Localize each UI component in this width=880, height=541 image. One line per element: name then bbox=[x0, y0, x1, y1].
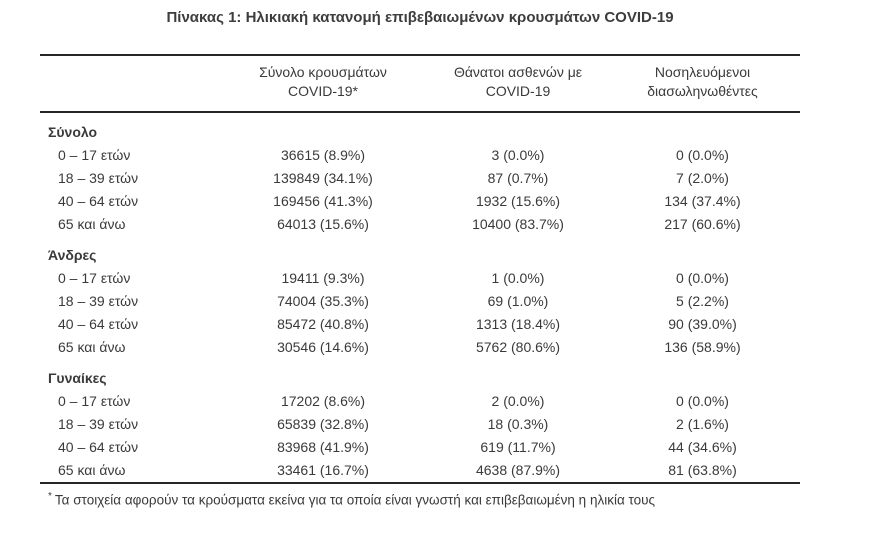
age-group-label: 65 και άνω bbox=[58, 339, 126, 355]
intubated-value: 0 (0.0%) bbox=[676, 393, 729, 409]
table-row: 18 – 39 ετών 65839 (32.8%) 18 (0.3%) 2 (1.6… bbox=[40, 413, 800, 436]
age-group-label: 40 – 64 ετών bbox=[58, 193, 139, 209]
table-footnote: * Τα στοιχεία αφορούν τα κρούσματα εκείνα… bbox=[48, 488, 880, 510]
cases-value: 36615 (8.9%) bbox=[280, 147, 366, 163]
age-group-label: 40 – 64 ετών bbox=[58, 439, 139, 455]
intubated-value: 90 (39.0%) bbox=[668, 316, 737, 332]
cases-value: 30546 (14.6%) bbox=[277, 339, 369, 355]
intubated-value: 2 (1.6%) bbox=[676, 416, 729, 432]
intubated-value: 44 (34.6%) bbox=[668, 439, 737, 455]
header-row: Σύνολο κρουσμάτων COVID-19* Θάνατοι ασθε… bbox=[40, 55, 800, 113]
intubated-value: 134 (37.4%) bbox=[664, 193, 741, 209]
intubated-value: 0 (0.0%) bbox=[676, 270, 729, 286]
age-group-label: 65 και άνω bbox=[58, 462, 126, 478]
cases-value: 64013 (15.6%) bbox=[277, 216, 369, 232]
section-row: Σύνολο bbox=[40, 112, 800, 144]
section-row: Γυναίκες bbox=[40, 359, 800, 390]
cases-value: 33461 (16.7%) bbox=[277, 462, 369, 478]
cases-value: 19411 (9.3%) bbox=[281, 270, 365, 286]
section-label: Σύνολο bbox=[48, 124, 98, 140]
intubated-value: 0 (0.0%) bbox=[676, 147, 729, 163]
table-row: 40 – 64 ετών 85472 (40.8%) 1313 (18.4%) 90 … bbox=[40, 313, 800, 336]
footnote-asterisk: * bbox=[48, 491, 52, 502]
deaths-value: 69 (1.0%) bbox=[487, 293, 549, 309]
age-group-label: 18 – 39 ετών bbox=[58, 170, 139, 186]
table-row: 40 – 64 ετών 83968 (41.9%) 619 (11.7%) 44 (… bbox=[40, 436, 800, 459]
deaths-value: 10400 (83.7%) bbox=[472, 216, 564, 232]
age-group-label: 65 και άνω bbox=[58, 216, 126, 232]
table-row: 0 – 17 ετών 19411 (9.3%) 1 (0.0%) 0 (0.0%) bbox=[40, 267, 800, 290]
deaths-value: 87 (0.7%) bbox=[487, 170, 549, 186]
page-title: Πίνακας 1: Ηλικιακή κατανομή επιβεβαιωμέ… bbox=[166, 9, 674, 26]
age-group-label: 0 – 17 ετών bbox=[58, 147, 131, 163]
cases-value: 17202 (8.6%) bbox=[280, 393, 366, 409]
table-row: 0 – 17 ετών 17202 (8.6%) 2 (0.0%) 0 (0.0%) bbox=[40, 390, 800, 413]
header-cell-deaths: Θάνατοι ασθενών με COVID-19 bbox=[431, 55, 605, 113]
cases-value: 85472 (40.8%) bbox=[277, 316, 369, 332]
deaths-value: 3 (0.0%) bbox=[491, 147, 545, 163]
age-group-label: 18 – 39 ετών bbox=[58, 293, 139, 309]
header-cell-empty bbox=[40, 55, 215, 113]
table-row: 40 – 64 ετών 169456 (41.3%) 1932 (15.6%) 13… bbox=[40, 190, 800, 213]
section-row: Άνδρες bbox=[40, 236, 800, 267]
table-row: 0 – 17 ετών 36615 (8.9%) 3 (0.0%) 0 (0.0%) bbox=[40, 144, 800, 167]
covid-age-table: Σύνολο κρουσμάτων COVID-19* Θάνατοι ασθε… bbox=[40, 54, 800, 484]
age-group-label: 0 – 17 ετών bbox=[58, 270, 131, 286]
age-group-label: 40 – 64 ετών bbox=[58, 316, 139, 332]
intubated-value: 7 (2.0%) bbox=[676, 170, 729, 186]
deaths-value: 1932 (15.6%) bbox=[475, 193, 561, 209]
deaths-value: 18 (0.3%) bbox=[487, 416, 549, 432]
age-group-label: 0 – 17 ετών bbox=[58, 393, 131, 409]
header-cell-intubated: Νοσηλευόμενοι διασωληνωθέντες bbox=[605, 55, 800, 113]
deaths-value: 1313 (18.4%) bbox=[475, 316, 561, 332]
table-row: 65 και άνω 64013 (15.6%) 10400 (83.7%) 217 … bbox=[40, 213, 800, 236]
cases-value: 169456 (41.3%) bbox=[273, 193, 373, 209]
table-header: Σύνολο κρουσμάτων COVID-19* Θάνατοι ασθε… bbox=[40, 55, 800, 113]
intubated-value: 81 (63.8%) bbox=[668, 462, 737, 478]
header-cell-total-cases: Σύνολο κρουσμάτων COVID-19* bbox=[215, 55, 431, 113]
table-body: Σύνολο 0 – 17 ετών 36615 (8.9%) 3 (0.0%) 0 (… bbox=[40, 112, 800, 483]
cases-value: 74004 (35.3%) bbox=[277, 293, 369, 309]
cases-value: 83968 (41.9%) bbox=[277, 439, 369, 455]
deaths-value: 4638 (87.9%) bbox=[475, 462, 561, 478]
table-row: 65 και άνω 30546 (14.6%) 5762 (80.6%) 136 (… bbox=[40, 336, 800, 359]
section-label: Άνδρες bbox=[48, 247, 97, 263]
footnote-text: Τα στοιχεία αφορούν τα κρούσματα εκείνα … bbox=[54, 492, 656, 508]
section-label: Γυναίκες bbox=[48, 370, 107, 386]
deaths-value: 1 (0.0%) bbox=[491, 270, 545, 286]
age-group-label: 18 – 39 ετών bbox=[58, 416, 139, 432]
intubated-value: 136 (58.9%) bbox=[664, 339, 741, 355]
cases-value: 65839 (32.8%) bbox=[277, 416, 369, 432]
intubated-value: 5 (2.2%) bbox=[676, 293, 729, 309]
table-row: 18 – 39 ετών 139849 (34.1%) 87 (0.7%) 7 (2.… bbox=[40, 167, 800, 190]
table-row: 18 – 39 ετών 74004 (35.3%) 69 (1.0%) 5 (2.2… bbox=[40, 290, 800, 313]
deaths-value: 2 (0.0%) bbox=[491, 393, 545, 409]
intubated-value: 217 (60.6%) bbox=[664, 216, 741, 232]
cases-value: 139849 (34.1%) bbox=[273, 170, 373, 186]
table-row: 65 και άνω 33461 (16.7%) 4638 (87.9%) 81 (6… bbox=[40, 459, 800, 483]
deaths-value: 619 (11.7%) bbox=[480, 439, 556, 455]
deaths-value: 5762 (80.6%) bbox=[475, 339, 561, 355]
